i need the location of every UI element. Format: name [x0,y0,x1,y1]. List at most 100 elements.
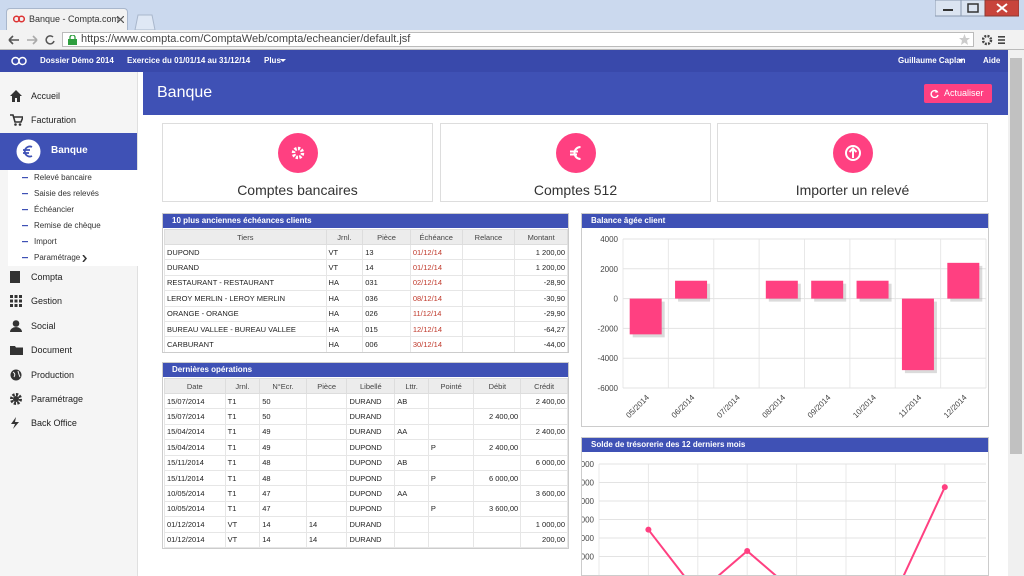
table-cell [305,485,348,502]
table-cell: T1 [224,485,261,502]
table-cell: 3 600,00 [520,485,568,502]
table-cell [427,531,475,548]
sidebar-item[interactable]: Compta [0,267,137,287]
table-row[interactable]: CARBURANT HA 006 30/12/14 -44,00 [164,336,568,352]
scrollbar[interactable] [1008,50,1024,576]
tile[interactable]: Comptes bancaires [162,123,433,202]
exercice[interactable]: Exercice du 01/01/14 au 31/12/14 [127,56,251,65]
bar [811,280,844,299]
table-row[interactable]: 10/05/2014 T1 47 DUPOND P 3 600,00 [164,500,568,518]
caret [280,59,286,62]
table-cell: AA [394,485,429,502]
sidebar-item[interactable]: Facturation [0,110,137,130]
table-cell: DURAND [346,392,396,410]
table-row[interactable]: 15/07/2014 T1 50 DURAND 2 400,00 [164,408,568,425]
submenu-item[interactable]: Paramétrage [16,250,145,266]
table-cell: 47 [259,500,307,518]
sidebar-item[interactable]: Social [0,316,137,336]
table-row[interactable]: DURAND VT 14 01/12/14 1 200,00 [164,259,568,276]
table-cell: 15/07/2014 [164,392,226,410]
table-row[interactable]: 01/12/2014 VT 14 14 DURAND 200,00 [164,531,568,548]
table-row[interactable]: 01/12/2014 VT 14 14 DURAND 1 000,00 [164,516,568,533]
table-cell: T1 [224,500,261,518]
table-cell: DUPOND [346,454,396,471]
submenu-item[interactable]: Import [16,234,145,250]
table-cell: VT [224,531,261,548]
window-controls[interactable] [935,0,1019,18]
new-tab[interactable] [132,14,156,30]
sidebar-active[interactable]: Banque [0,133,137,170]
submenu-item[interactable]: Échéancier [16,202,145,218]
tile-label: Comptes 512 [533,182,618,198]
submenu: Relevé bancaire Saisie des relevés Échéa… [8,170,145,266]
point [744,547,751,554]
bookmark-star[interactable] [959,34,970,45]
submenu-item[interactable]: Remise de chèque [16,218,145,234]
refresh-button[interactable]: Actualiser [924,84,992,103]
help-link[interactable]: Aide [983,56,1001,65]
table-cell: 49 [259,423,307,441]
dossier[interactable]: Dossier Démo 2014 [40,56,114,65]
sidebar-item[interactable]: Accueil [0,86,137,106]
tile[interactable]: Importer un relevé [717,123,988,202]
user-menu[interactable]: Guillaume Caplan [898,56,966,65]
submenu-label: Paramétrage [34,253,81,262]
table-cell: VT [224,516,261,533]
table-row[interactable]: ORANGE - ORANGE HA 026 11/12/14 -29,90 [164,305,568,322]
table-row[interactable]: 15/04/2014 T1 49 DURAND AA 2 400,00 [164,423,568,441]
table-cell: DUPOND [346,439,396,456]
submenu-item[interactable]: Saisie des relevés [16,186,145,202]
table: Date Jrnl. N°Ecr. Pièce Libellé Lttr. Pointé Dé… [164,378,568,548]
table-row[interactable]: 15/11/2014 T1 48 DUPOND P 6 000,00 [164,469,568,487]
table-cell: 14 [259,516,307,533]
table-title: Dernières opérations [163,363,568,377]
y-tick-label: 2000 [582,553,595,562]
table-cell: 01/12/2014 [164,531,226,548]
table-cell: DUPOND [346,469,396,487]
table-row[interactable]: 10/05/2014 T1 47 DUPOND AA 3 600,00 [164,485,568,502]
scroll-thumb[interactable] [1010,58,1022,454]
submenu-item[interactable]: Relevé bancaire [16,170,145,186]
submenu-label: Relevé bancaire [34,173,92,182]
table-cell: 15/04/2014 [164,423,226,441]
table-cell: BUREAU VALLEE - BUREAU VALLEE [164,320,327,338]
sidebar-item[interactable]: Paramétrage [0,389,137,409]
column-header: Tiers [164,229,327,245]
header-row: Date Jrnl. N°Ecr. Pièce Libellé Lttr. Pointé Dé… [164,378,568,394]
table-row[interactable]: 15/04/2014 T1 49 DUPOND P 2 400,00 [164,439,568,456]
table-cell: 08/12/14 [409,290,463,307]
url-field[interactable]: https://www.compta.com/ComptaWeb/compta/… [62,32,974,47]
table-cell: 10/05/2014 [164,500,226,518]
table-row[interactable]: RESTAURANT - RESTAURANT HA 031 02/12/14 -28,… [164,274,568,292]
sidebar-item[interactable]: Back Office [0,413,137,433]
table-cell: 30/12/14 [409,336,463,352]
table-row[interactable]: DUPOND VT 13 01/12/14 1 200,00 [164,243,568,261]
table-row[interactable]: 15/11/2014 T1 48 DUPOND AB 6 000,00 [164,454,568,471]
menu-plus[interactable]: Plus [264,56,281,65]
table-cell: AA [394,423,429,441]
y-tick-label: 3000 [582,534,595,543]
icon-book [10,271,20,283]
app-logo[interactable] [11,56,27,66]
table-cell: DURAND [346,423,396,441]
table-cell: 01/12/14 [409,243,463,261]
sidebar-item[interactable]: Document [0,340,137,360]
x-tick-label: 08/2014 [760,393,787,420]
table-cell [461,274,516,292]
sidebar-item[interactable]: Production [0,365,137,385]
tab-close[interactable] [117,16,124,23]
browser-menu[interactable] [982,34,1006,46]
table-cell [473,423,522,441]
table-cell: 2 400,00 [473,439,522,456]
lock-icon [68,35,77,45]
table-row[interactable]: LEROY MERLIN - LEROY MERLIN HA 036 08/12/14… [164,290,568,307]
table-row[interactable]: BUREAU VALLEE - BUREAU VALLEE HA 015 12/12/… [164,320,568,338]
nav-buttons[interactable] [8,34,58,46]
browser-tab[interactable]: Banque - Compta.com [6,8,128,30]
icon-folder [10,346,23,355]
table-row[interactable]: 15/07/2014 T1 50 DURAND AB 2 400,00 [164,392,568,410]
sidebar-item[interactable]: Gestion [0,291,137,311]
tile[interactable]: Comptes 512 [440,123,711,202]
column-header: Date [164,378,226,394]
table-cell [394,408,429,425]
